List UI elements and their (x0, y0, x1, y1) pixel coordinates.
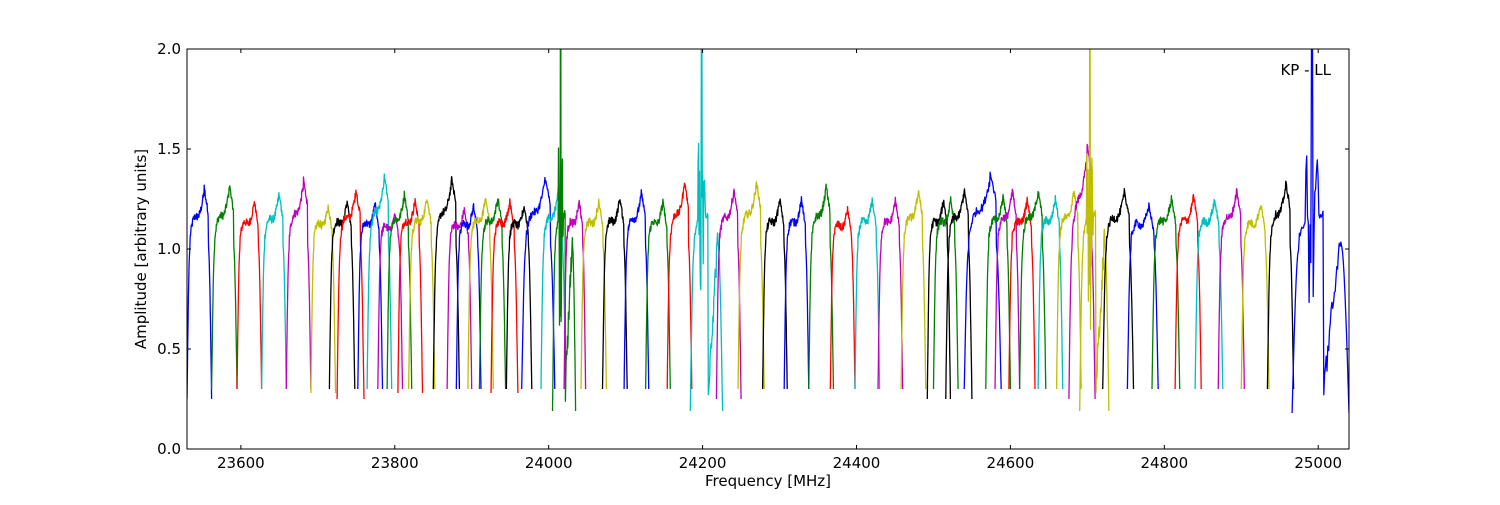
series-line (666, 182, 693, 390)
series-line (366, 173, 393, 390)
x-axis-title: Frequency [MHz] (705, 472, 831, 490)
series-line (1079, 49, 1110, 412)
x-tick-label: 23800 (371, 454, 419, 472)
series-line (551, 49, 577, 412)
series-line (1174, 193, 1202, 390)
series-line (1102, 187, 1135, 390)
series-line (877, 196, 904, 390)
series-line (601, 199, 628, 390)
series-line (1037, 194, 1064, 390)
series-line (926, 199, 952, 400)
series-line (994, 188, 1021, 390)
series-line (563, 199, 587, 390)
series-line (1126, 202, 1159, 390)
series-line (1240, 205, 1270, 390)
series-line (1217, 187, 1245, 390)
series-line (761, 198, 788, 390)
series-line (210, 185, 238, 390)
y-tick-label: 1.5 (157, 140, 181, 158)
series-line (377, 213, 404, 390)
series-line (737, 181, 765, 390)
series-line (455, 203, 482, 390)
series-line (945, 188, 973, 400)
series-line (357, 202, 384, 390)
series-line (260, 192, 287, 390)
series-line (783, 196, 810, 390)
x-tick-label: 24400 (833, 454, 881, 472)
series-line (580, 198, 608, 390)
series-line (900, 190, 927, 390)
series-line (446, 207, 473, 390)
x-tick-label: 24000 (525, 454, 573, 472)
series-line (432, 176, 461, 390)
series-line (1194, 198, 1224, 390)
x-tick-label: 24200 (679, 454, 727, 472)
x-tick-label: 24800 (1140, 454, 1188, 472)
y-tick-label: 1.0 (157, 240, 181, 258)
series-line (829, 205, 856, 390)
series-line (808, 183, 835, 390)
x-tick-label: 24600 (987, 454, 1035, 472)
series-line (236, 200, 263, 390)
series-line (854, 197, 881, 390)
series-line (187, 184, 213, 400)
x-tick-label: 23600 (217, 454, 265, 472)
series-line (521, 176, 556, 390)
y-tick-label: 0.0 (157, 440, 181, 458)
series-line (1008, 196, 1036, 390)
series-line (310, 204, 337, 394)
y-tick-label: 0.5 (157, 340, 181, 358)
y-axis-title: Amplitude [arbitrary units] (132, 149, 150, 349)
series-line (386, 190, 413, 390)
series-line (478, 198, 507, 390)
series-line (336, 189, 365, 400)
x-axis: 23600 23800 24000 24200 24400 24600 24800 25000 (217, 49, 1342, 472)
series-line (285, 176, 312, 390)
series-line (715, 188, 742, 400)
series-line (1291, 49, 1349, 414)
x-tick-label: 25000 (1294, 454, 1342, 472)
series-line (1151, 194, 1181, 390)
series-line (407, 199, 436, 390)
series-line (1266, 180, 1295, 390)
series-line (623, 189, 650, 390)
y-axis: 0.0 0.5 1.0 1.5 2.0 (157, 40, 1349, 458)
series-line (505, 206, 533, 390)
baseline-annotation: KP - LL (1280, 61, 1331, 79)
series-line (932, 196, 959, 390)
series-line (985, 193, 1012, 390)
series-line (644, 198, 671, 390)
series-layer (187, 49, 1349, 414)
series-line (1018, 191, 1047, 390)
y-tick-label: 2.0 (157, 40, 181, 58)
series-line (689, 49, 724, 412)
series-line (963, 171, 1002, 390)
series-line (1055, 190, 1082, 390)
